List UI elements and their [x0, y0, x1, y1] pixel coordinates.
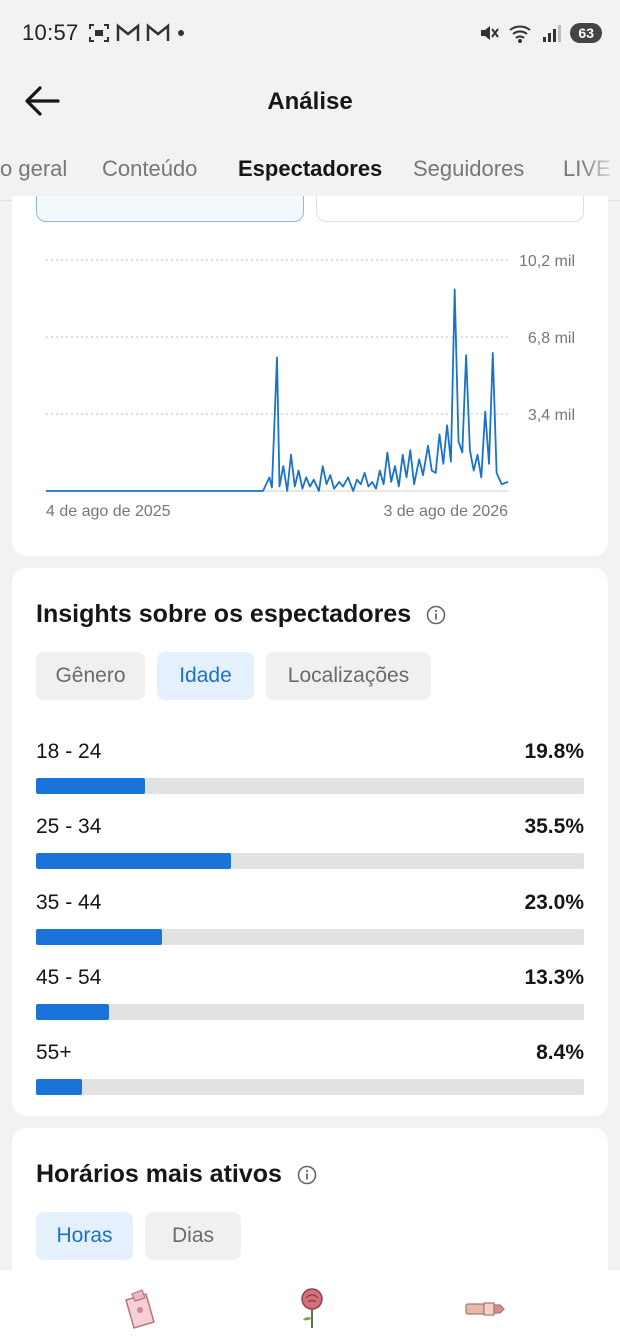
age-percentage: 13.3%: [524, 966, 584, 989]
age-row: 25 - 34 35.5%: [36, 815, 584, 875]
screenshot-icon: [89, 24, 109, 42]
age-range-label: 35 - 44: [36, 891, 102, 914]
signal-icon: [543, 25, 562, 42]
insights-title-text: Insights sobre os espectadores: [36, 600, 412, 628]
age-percentage: 35.5%: [524, 815, 584, 838]
tab-bar: o geral Conteúdo Espectadores Seguidores…: [0, 140, 620, 201]
info-icon[interactable]: [297, 1165, 317, 1185]
active-hours-card: Horários mais ativos Horas Dias: [12, 1128, 608, 1288]
bottom-sticker-bar: [0, 1270, 620, 1343]
tab-content[interactable]: Conteúdo: [102, 156, 198, 181]
viewers-line-chart: 10,2 mil 6,8 mil 3,4 mil 4 de ago de 2025 3 …: [46, 253, 575, 520]
x-tick-label: 3 de ago de 2026: [383, 503, 508, 520]
age-row: 45 - 54 13.3%: [36, 966, 584, 1026]
status-time: 10:57: [22, 20, 79, 45]
dot-icon: [178, 30, 184, 36]
age-percentage: 19.8%: [524, 740, 584, 763]
age-range-label: 18 - 24: [36, 740, 102, 763]
age-bar-track: [36, 1004, 584, 1020]
active-hours-title-text: Horários mais ativos: [36, 1160, 282, 1188]
age-bar-fill: [36, 853, 231, 869]
x-tick-label: 4 de ago de 2025: [46, 503, 171, 520]
age-bar-fill: [36, 929, 163, 945]
pill-gender[interactable]: Gênero: [36, 652, 145, 700]
perfume-sticker-icon[interactable]: [118, 1286, 162, 1330]
age-bar-fill: [36, 1079, 83, 1095]
metric-selector-right[interactable]: [316, 196, 584, 222]
battery-icon: 63: [570, 23, 602, 43]
wifi-icon: [509, 25, 532, 43]
series-line: [46, 288, 509, 492]
insights-card: Insights sobre os espectadores Gênero Id…: [12, 568, 608, 1116]
y-tick-label: 6,8 mil: [528, 330, 575, 347]
tab-fade: [580, 140, 620, 200]
age-range-label: 25 - 34: [36, 815, 102, 838]
back-arrow-icon[interactable]: [22, 84, 62, 118]
age-range-label: 45 - 54: [36, 966, 102, 989]
age-percentage: 8.4%: [536, 1041, 584, 1064]
lipstick-sticker-icon[interactable]: [462, 1286, 506, 1330]
age-percentage: 23.0%: [524, 891, 584, 914]
y-tick-label: 10,2 mil: [519, 253, 575, 270]
pill-age[interactable]: Idade: [157, 652, 254, 700]
pill-days[interactable]: Dias: [145, 1212, 241, 1260]
age-row: 55+ 8.4%: [36, 1041, 584, 1101]
age-row: 18 - 24 19.8%: [36, 740, 584, 800]
rose-sticker-icon[interactable]: [290, 1286, 334, 1330]
age-bar-track: [36, 853, 584, 869]
insights-title: Insights sobre os espectadores: [36, 600, 446, 629]
age-row: 35 - 44 23.0%: [36, 891, 584, 951]
tab-followers[interactable]: Seguidores: [413, 156, 525, 181]
age-bar-fill: [36, 1004, 109, 1020]
status-bar: 10:57 63: [0, 0, 620, 70]
info-icon[interactable]: [426, 605, 446, 625]
tab-overview[interactable]: o geral: [0, 156, 68, 181]
gmail-icon: [116, 23, 140, 41]
metric-selector-left[interactable]: [36, 196, 304, 222]
pill-locations[interactable]: Localizações: [266, 652, 431, 700]
gmail-icon: [146, 23, 170, 41]
y-tick-label: 3,4 mil: [528, 407, 575, 424]
tab-viewers[interactable]: Espectadores: [238, 156, 383, 181]
page-title: Análise: [267, 88, 353, 115]
age-range-label: 55+: [36, 1041, 72, 1064]
mute-icon: [481, 26, 500, 40]
pill-hours[interactable]: Horas: [36, 1212, 133, 1260]
age-bar-fill: [36, 778, 145, 794]
age-bar-track: [36, 778, 584, 794]
chart-card: 10,2 mil 6,8 mil 3,4 mil 4 de ago de 2025 3 …: [12, 196, 608, 556]
age-bar-track: [36, 1079, 584, 1095]
age-bar-track: [36, 929, 584, 945]
status-left-icons: [88, 22, 186, 44]
active-hours-title: Horários mais ativos: [36, 1160, 317, 1189]
app-header: Análise: [0, 70, 620, 132]
status-right-icons: 63: [478, 22, 602, 44]
